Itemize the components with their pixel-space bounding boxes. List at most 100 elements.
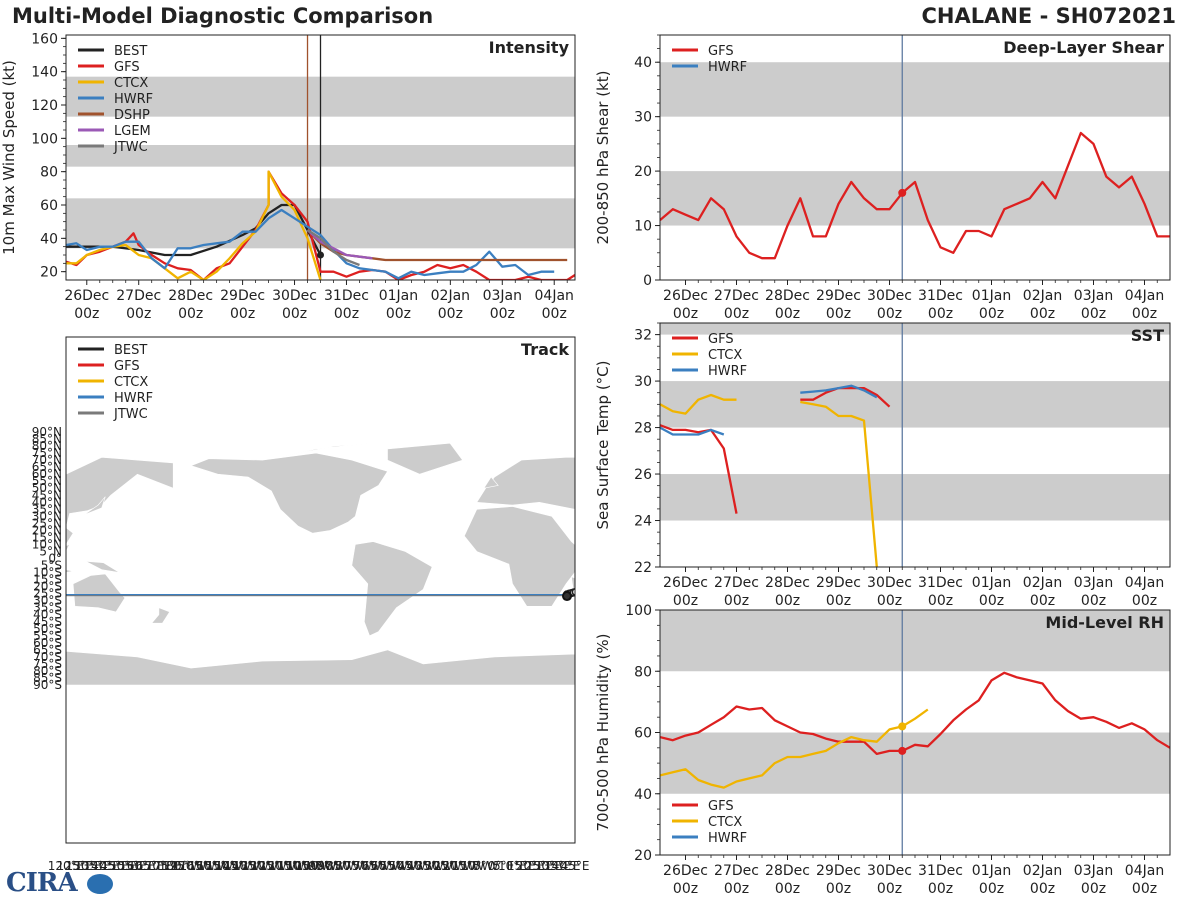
lon-label: 30°W <box>424 859 457 873</box>
y-tick-label: 32 <box>634 328 652 344</box>
lat-label: 25°N <box>32 516 62 530</box>
x-tick-label: 00z <box>928 881 953 897</box>
lat-label: 10°N <box>32 537 62 551</box>
x-tick-label: 02Jan <box>431 288 470 304</box>
y-tick-label: 160 <box>31 31 58 47</box>
lon-label: 95°W <box>308 859 341 873</box>
x-tick-label: 00z <box>877 593 902 609</box>
series-line-lgem <box>306 229 373 260</box>
panel-title: Intensity <box>489 38 570 57</box>
x-tick-label: 03Jan <box>1074 575 1113 591</box>
lat-label: 45°S <box>33 615 62 629</box>
land-madagascar <box>571 576 575 591</box>
x-tick-label: 00z <box>1132 593 1157 609</box>
x-tick-label: 00z <box>673 593 698 609</box>
x-tick-label: 00z <box>775 306 800 322</box>
lon-label: 45°W <box>398 859 431 873</box>
x-tick-label: 00z <box>724 593 749 609</box>
lon-label: 20°E <box>516 859 545 873</box>
lon-label: 15°W <box>451 859 484 873</box>
y-tick-label: 80 <box>40 165 58 181</box>
y-tick-label: 0 <box>643 273 652 289</box>
x-tick-label: 26Dec <box>663 575 708 591</box>
legend-label-gfs: GFS <box>114 60 140 75</box>
lon-label: 15°E <box>507 859 536 873</box>
x-tick-label: 00z <box>724 881 749 897</box>
lat-label: 10°S <box>33 566 62 580</box>
series-line-hwrf <box>66 208 555 280</box>
series-line-hwrf-seg1 <box>800 384 878 399</box>
x-tick-label: 00z <box>1030 593 1055 609</box>
panel-title: Mid-Level RH <box>1045 613 1164 632</box>
shear-panel: 0 10 20 30 40 26Dec 00z 27Dec 00z 28Dec 00z 29Dec 00… <box>594 34 1171 322</box>
x-tick-label: 04Jan <box>1125 288 1164 304</box>
x-tick-label: 30Dec <box>867 863 912 879</box>
x-tick-label: 30Dec <box>272 288 317 304</box>
series-line-gfs-seg1 <box>800 386 891 408</box>
lon-label: 50°W <box>389 859 422 873</box>
x-tick-label: 27Dec <box>714 863 759 879</box>
x-tick-label: 04Jan <box>1125 863 1164 879</box>
lon-label: 100°W <box>296 859 337 873</box>
x-tick-label: 00z <box>979 881 1004 897</box>
series-line-ctcx <box>66 170 322 280</box>
lon-label: 40°E <box>552 859 581 873</box>
intensity-panel: 20 40 60 80 100 120 140 160 26Dec 00z 27Dec 00z 28De… <box>0 31 576 322</box>
x-tick-label: 01Jan <box>972 863 1011 879</box>
x-tick-label: 01Jan <box>972 288 1011 304</box>
rh-panel: 20 40 60 80 100 26Dec 00z 27Dec 00z 28Dec 00z 29Dec… <box>594 603 1171 897</box>
y-axis-label: 200-850 hPa Shear (kt) <box>594 71 612 245</box>
lon-label: 5°E <box>493 859 514 873</box>
x-tick-label: 04Jan <box>1125 575 1164 591</box>
lon-label: 170°E <box>137 859 174 873</box>
lat-label: 90°N <box>32 425 62 439</box>
x-tick-label: 00z <box>1081 593 1106 609</box>
lon-label: 25°E <box>525 859 554 873</box>
lon-label: 120°W <box>260 859 301 873</box>
legend-label-best: BEST <box>114 44 147 59</box>
x-tick-label: 00z <box>1030 306 1055 322</box>
legend-label-gfs: GFS <box>114 359 140 374</box>
lon-label: 90°W <box>317 859 350 873</box>
x-tick-label: 00z <box>979 306 1004 322</box>
x-tick-label: 00z <box>74 306 99 322</box>
x-tick-label: 03Jan <box>1074 288 1113 304</box>
y-tick-label: 10 <box>634 219 652 235</box>
series-line-gfs-seg0 <box>660 424 738 514</box>
legend-label-hwrf: HWRF <box>114 391 153 406</box>
lon-label: 175°W <box>162 859 203 873</box>
legend-label-lgem: LGEM <box>114 124 151 139</box>
lon-label: 180° <box>159 859 188 873</box>
legend-label-hwrf: HWRF <box>708 60 747 75</box>
x-tick-label: 27Dec <box>714 288 759 304</box>
legend-label-best: BEST <box>114 343 147 358</box>
x-tick-label: 26Dec <box>663 288 708 304</box>
lon-label: 80°W <box>335 859 368 873</box>
x-tick-label: 01Jan <box>972 575 1011 591</box>
x-tick-label: 00z <box>775 593 800 609</box>
legend-label-ctcx: CTCX <box>114 76 148 91</box>
lon-label: 75°W <box>344 859 377 873</box>
land-asia-east-edge <box>66 527 74 545</box>
panel-title: SST <box>1131 326 1164 345</box>
lon-label: 175°E <box>146 859 183 873</box>
shading-band-2 <box>660 323 1170 335</box>
x-tick-label: 31Dec <box>324 288 369 304</box>
lon-label: 70°W <box>353 859 386 873</box>
x-tick-label: 00z <box>542 306 567 322</box>
land-new-zealand <box>151 607 171 624</box>
lon-label: 5°W <box>473 859 499 873</box>
series-line-ctcx-seg1 <box>800 400 878 567</box>
x-tick-label: 28Dec <box>765 288 810 304</box>
legend-label-hwrf: HWRF <box>114 92 153 107</box>
y-tick-label: 60 <box>634 726 652 742</box>
x-tick-label: 00z <box>877 881 902 897</box>
lon-label: 110°W <box>278 859 319 873</box>
x-tick-label: 02Jan <box>1023 863 1062 879</box>
lon-label: 150°W <box>206 859 247 873</box>
x-tick-label: 00z <box>775 881 800 897</box>
series-group <box>660 671 1170 789</box>
x-tick-label: 03Jan <box>1074 863 1113 879</box>
lon-label: 130°W <box>242 859 283 873</box>
